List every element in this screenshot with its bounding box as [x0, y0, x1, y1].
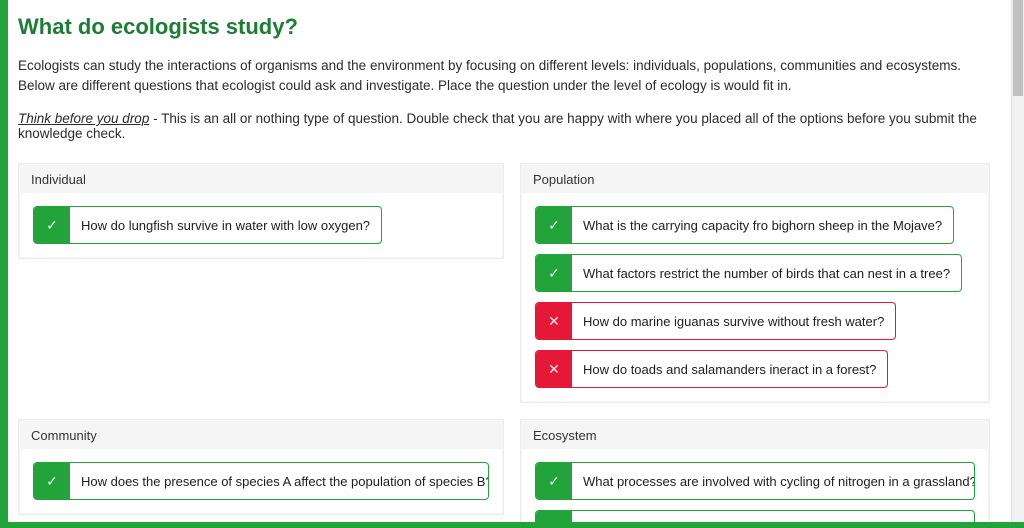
hint-text: Think before you drop - This is an all o…: [18, 111, 996, 141]
check-icon: ✓: [536, 463, 572, 500]
x-icon: ✕: [536, 303, 572, 340]
zone-list-individual[interactable]: ✓ How do lungfish survive in water with …: [20, 193, 502, 258]
content-area: What do ecologists study? Ecologists can…: [8, 0, 1024, 523]
drop-zone-community[interactable]: Community ✓ How does the presence of spe…: [18, 419, 504, 516]
answer-text: How do toads and salamanders ineract in …: [583, 361, 877, 377]
hint-rest: - This is an all or nothing type of ques…: [18, 111, 977, 142]
answer-text: How does the presence of species A affec…: [81, 473, 489, 489]
zone-label-community: Community: [31, 428, 97, 444]
answer-text: How do marine iguanas survive without fr…: [583, 313, 885, 329]
hint-emphasis: Think before you drop: [18, 111, 150, 127]
check-icon: ✓: [536, 511, 572, 522]
zone-list-ecosystem[interactable]: ✓ What processes are involved with cycli…: [522, 449, 988, 523]
answer-card[interactable]: ✕ How do toads and salamanders ineract i…: [535, 350, 889, 389]
scrollbar-thumb[interactable]: [1013, 0, 1023, 96]
answer-text: How do lungfish survive in water with lo…: [81, 217, 371, 233]
check-icon: ✓: [34, 463, 70, 500]
answer-card[interactable]: ✓ What processes are involved with cycli…: [535, 462, 975, 501]
check-icon: ✓: [536, 207, 572, 244]
answer-text: What is the carrying capacity fro bighor…: [583, 217, 943, 233]
intro-text: Ecologists can study the interactions of…: [18, 58, 962, 93]
drop-zone-individual[interactable]: Individual ✓ How do lungfish survive in …: [18, 163, 504, 260]
x-icon: ✕: [536, 351, 572, 388]
zone-label-population: Population: [533, 172, 595, 188]
page-title: What do ecologists study?: [18, 14, 298, 39]
zone-list-community[interactable]: ✓ How does the presence of species A aff…: [20, 449, 502, 514]
drop-zones-grid: Individual ✓ How do lungfish survive in …: [18, 163, 996, 523]
answer-text: What processes are involved with cycling…: [583, 473, 975, 489]
vertical-scrollbar[interactable]: [1011, 0, 1024, 522]
zone-list-population[interactable]: ✓ What is the carrying capacity fro bigh…: [522, 193, 988, 402]
answer-text: How does the slope of a beach affect the…: [572, 511, 974, 523]
zone-label-ecosystem: Ecosystem: [533, 428, 597, 444]
answer-card[interactable]: ✓ How do lungfish survive in water with …: [33, 206, 383, 245]
drop-zone-population[interactable]: Population ✓ What is the carrying capaci…: [520, 163, 990, 404]
answer-card[interactable]: ✕ How do marine iguanas survive without …: [535, 302, 897, 341]
answer-card[interactable]: ✓ What factors restrict the number of bi…: [535, 254, 963, 293]
zone-label-individual: Individual: [31, 172, 86, 188]
check-icon: ✓: [34, 207, 70, 244]
check-icon: ✓: [536, 255, 572, 292]
answer-text: What factors restrict the number of bird…: [583, 265, 951, 281]
answer-card[interactable]: ✓ How does the presence of species A aff…: [33, 462, 489, 501]
answer-card[interactable]: ✓ How does the slope of a beach affect t…: [535, 510, 975, 523]
drop-zone-ecosystem[interactable]: Ecosystem ✓ What processes are involved …: [520, 419, 990, 523]
answer-card[interactable]: ✓ What is the carrying capacity fro bigh…: [535, 206, 955, 245]
